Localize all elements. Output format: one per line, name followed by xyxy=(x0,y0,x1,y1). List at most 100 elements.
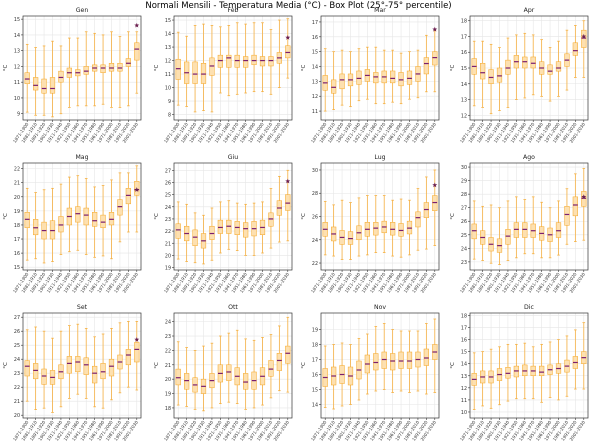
panel-frame xyxy=(469,312,589,419)
y-tick-label: 12 xyxy=(14,64,20,70)
box xyxy=(581,191,587,207)
y-axis-label: °C xyxy=(301,213,307,220)
panel-title: Mag xyxy=(75,154,88,161)
box xyxy=(415,211,421,228)
y-axis-label: °C xyxy=(154,362,160,369)
panel-title: Giu xyxy=(228,154,239,161)
panel-feb: Feb°C891011121314151871-19001881-1910189… xyxy=(154,7,293,144)
box xyxy=(226,364,232,381)
star-marker xyxy=(134,22,140,28)
box xyxy=(125,58,131,67)
box xyxy=(522,364,528,377)
box xyxy=(175,368,181,386)
y-tick-label: 30 xyxy=(312,168,318,174)
y-tick-label: 17 xyxy=(312,358,318,364)
y-tick-label: 15 xyxy=(14,265,20,271)
box xyxy=(406,351,413,369)
y-tick-label: 29 xyxy=(461,179,467,185)
y-tick-label: 13 xyxy=(312,79,318,85)
box xyxy=(513,222,519,238)
y-tick-label: 17 xyxy=(461,325,467,331)
box xyxy=(24,212,30,229)
y-axis-label: °C xyxy=(3,213,9,220)
box xyxy=(92,212,98,227)
panel-frame xyxy=(320,162,440,271)
y-tick-label: 14 xyxy=(312,65,318,71)
box xyxy=(83,66,89,75)
y-tick-label: 19 xyxy=(165,392,171,398)
y-axis-label: °C xyxy=(3,65,9,72)
box xyxy=(100,214,106,229)
y-tick-label: 23 xyxy=(165,217,171,223)
y-tick-label: 13 xyxy=(14,49,20,55)
y-tick-label: 21 xyxy=(165,241,171,247)
box xyxy=(572,196,578,217)
star-marker xyxy=(581,33,587,39)
y-tick-label: 19 xyxy=(14,209,20,215)
star-marker xyxy=(285,35,291,40)
box xyxy=(480,63,486,80)
y-tick-label: 12 xyxy=(312,94,318,100)
y-tick-label: 20 xyxy=(165,377,171,383)
box xyxy=(471,223,477,240)
y-tick-label: 18 xyxy=(461,313,467,319)
y-tick-label: 16 xyxy=(312,373,318,379)
box xyxy=(226,54,232,68)
box xyxy=(100,64,106,73)
box xyxy=(83,357,89,375)
box xyxy=(513,365,519,378)
y-tick-label: 23 xyxy=(165,334,171,340)
panel-lug: Lug°C22242628301871-19001881-19101891-19… xyxy=(301,154,440,294)
y-tick-label: 13 xyxy=(165,45,171,51)
box xyxy=(373,353,379,371)
box xyxy=(134,342,140,363)
y-tick-label: 18 xyxy=(165,406,171,412)
box xyxy=(555,61,562,72)
star-marker xyxy=(134,337,140,342)
y-tick-label: 25 xyxy=(461,233,467,239)
y-tick-label: 23 xyxy=(461,260,467,266)
panel-frame xyxy=(22,162,142,271)
box xyxy=(530,56,536,69)
box xyxy=(175,223,181,239)
panel-frame xyxy=(320,312,440,419)
y-axis-label: °C xyxy=(154,213,160,220)
y-tick-label: 13 xyxy=(461,374,467,380)
box xyxy=(285,45,291,59)
box xyxy=(49,77,56,94)
box xyxy=(41,78,47,94)
y-axis-label: °C xyxy=(3,362,9,369)
y-tick-label: 14 xyxy=(312,403,318,409)
y-tick-label: 24 xyxy=(165,320,171,326)
box xyxy=(398,351,404,369)
y-tick-label: 16 xyxy=(312,35,318,41)
box xyxy=(276,353,282,371)
box xyxy=(175,58,181,80)
box xyxy=(547,64,553,75)
y-axis-label: °C xyxy=(301,65,307,72)
y-tick-label: 28 xyxy=(312,191,318,197)
box xyxy=(390,70,396,84)
y-tick-label: 12 xyxy=(461,113,467,119)
y-axis-label: °C xyxy=(450,362,456,369)
star-marker xyxy=(432,182,438,188)
box xyxy=(423,348,429,366)
y-tick-label: 10 xyxy=(14,96,20,102)
star-marker xyxy=(134,187,140,192)
box xyxy=(432,51,438,66)
box xyxy=(555,222,562,238)
y-tick-label: 22 xyxy=(14,167,20,173)
box xyxy=(356,70,362,85)
box xyxy=(33,219,39,236)
panel-giu: Giu°C1920212223242526271871-19001881-191… xyxy=(154,154,293,294)
box xyxy=(496,67,503,83)
y-tick-label: 15 xyxy=(312,388,318,394)
box xyxy=(406,70,413,85)
panel-frame xyxy=(22,312,142,419)
y-tick-label: 20 xyxy=(14,195,20,201)
y-tick-label: 26 xyxy=(14,329,20,335)
panel-apr: Apr°C121314151617181871-19001881-1910189… xyxy=(450,7,589,144)
panel-title: Lug xyxy=(374,154,385,161)
panel-title: Feb xyxy=(228,7,239,14)
y-tick-label: 18 xyxy=(14,223,20,229)
